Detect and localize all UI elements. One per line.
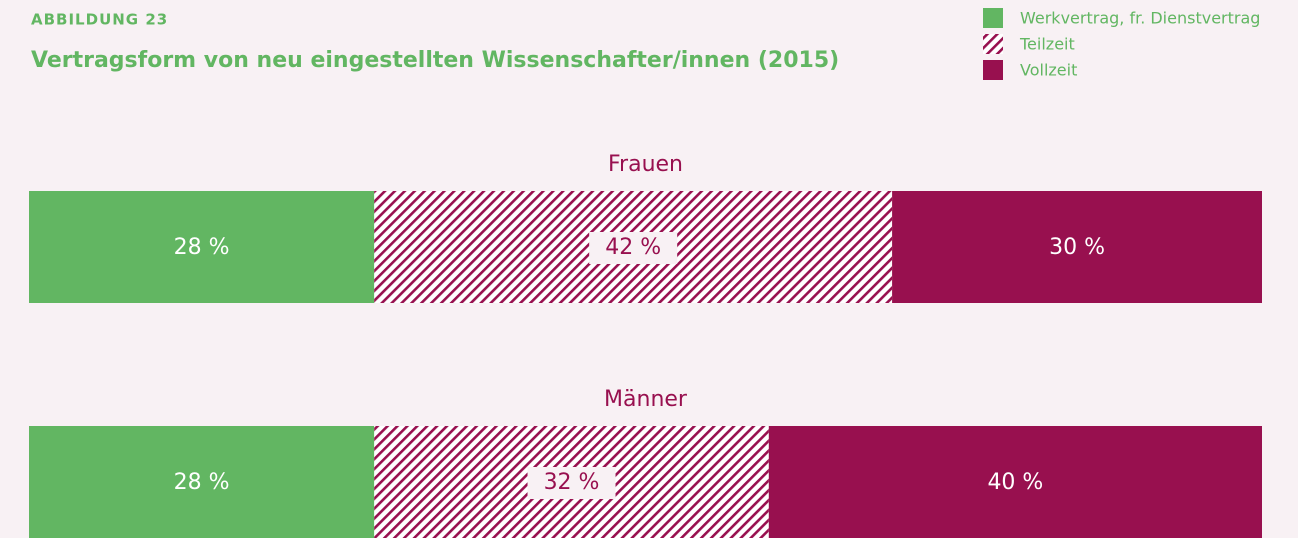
legend-swatch [983, 60, 1003, 80]
legend-swatch [983, 34, 1003, 54]
value-label: 30 % [1049, 235, 1105, 260]
value-label: 42 % [605, 235, 661, 260]
chart-subtitle: ABBILDUNG 23 [31, 11, 168, 29]
bar-segment [768, 426, 1262, 538]
label-background [589, 232, 678, 264]
label-background [527, 467, 616, 499]
legend-label: Teilzeit [1019, 35, 1075, 54]
legend-label: Werkvertrag, fr. Dienstvertrag [1020, 9, 1260, 28]
value-label: 28 % [174, 470, 230, 495]
bar-segment [29, 191, 375, 303]
bar-segment [892, 191, 1262, 303]
chart-title: Vertragsform von neu eingestellten Wisse… [31, 48, 839, 73]
legend-label: Vollzeit [1020, 61, 1077, 80]
legend-swatch [983, 8, 1003, 28]
value-label: 32 % [544, 470, 600, 495]
bar-segment [29, 426, 375, 538]
value-label: 28 % [174, 235, 230, 260]
category-label: Frauen [608, 152, 683, 177]
category-label: Männer [604, 387, 688, 412]
value-label: 40 % [987, 470, 1043, 495]
